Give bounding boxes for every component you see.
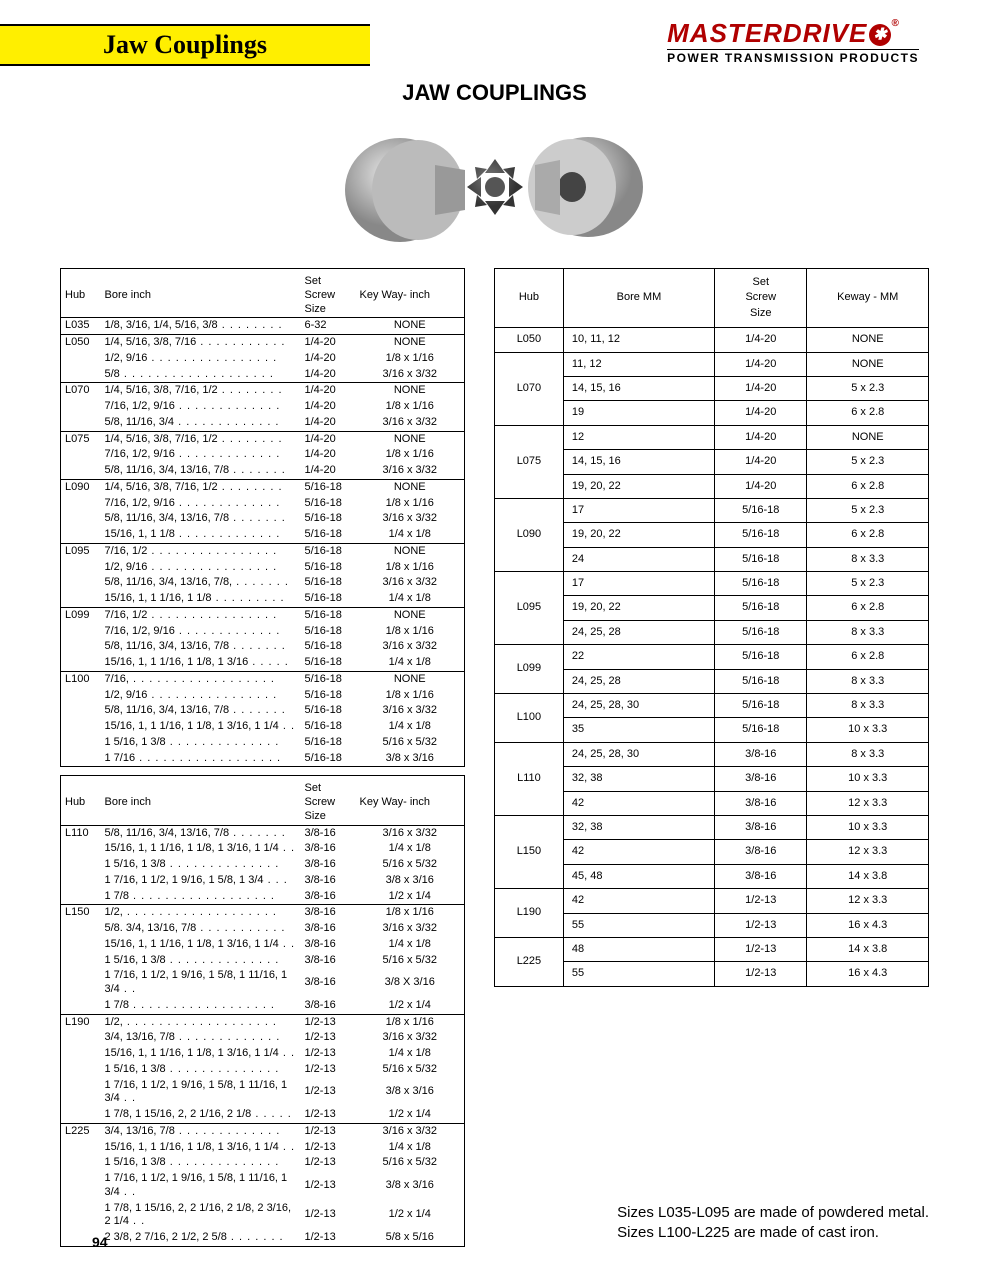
table-row: 7/16, 1/2, 9/16 . . . . . . . . . . . . …: [61, 624, 465, 640]
table-row: 5/8, 11/16, 3/4 . . . . . . . . . . . . …: [61, 415, 465, 431]
table-row: 1/2, 9/16 . . . . . . . . . . . . . . . …: [61, 560, 465, 576]
page-title: JAW COUPLINGS: [0, 80, 989, 106]
table-row: L2253/4, 13/16, 7/8 . . . . . . . . . . …: [61, 1123, 465, 1139]
table-row: L11024, 25, 28, 303/8-168 x 3.3: [495, 742, 929, 766]
table-row: 1 7/8, 1 15/16, 2, 2 1/16, 2 1/8 . . . .…: [61, 1107, 465, 1123]
table-row: 1 5/16, 1 3/8 . . . . . . . . . . . . . …: [61, 953, 465, 969]
table-row: L1007/16, . . . . . . . . . . . . . . . …: [61, 671, 465, 687]
table-row: L099225/16-186 x 2.8: [495, 645, 929, 669]
section-title: Jaw Couplings: [103, 30, 267, 60]
table-row: 15/16, 1, 1 1/16, 1 1/8, 1 3/16, 1 1/4 .…: [61, 1046, 465, 1062]
gear-icon: [869, 24, 891, 46]
table-row: 15/16, 1, 1 1/16, 1 1/8, 1 3/16, 1 1/4 .…: [61, 719, 465, 735]
table-row: L0901/4, 5/16, 3/8, 7/16, 1/2 . . . . . …: [61, 479, 465, 495]
table-row: L075121/4-20NONE: [495, 425, 929, 449]
table-row: L0957/16, 1/2 . . . . . . . . . . . . . …: [61, 543, 465, 559]
brand-logo: MASTERDRIVE®: [667, 18, 919, 49]
brand-block: MASTERDRIVE® POWER TRANSMISSION PRODUCTS: [667, 18, 919, 65]
table-row: 2 3/8, 2 7/16, 2 1/2, 2 5/8 . . . . . . …: [61, 1230, 465, 1246]
table-row: 5/8, 11/16, 3/4, 13/16, 7/8 . . . . . . …: [61, 463, 465, 479]
table-row: 7/16, 1/2, 9/16 . . . . . . . . . . . . …: [61, 496, 465, 512]
table-row: 1 5/16, 1 3/8 . . . . . . . . . . . . . …: [61, 857, 465, 873]
brand-tagline: POWER TRANSMISSION PRODUCTS: [667, 49, 919, 65]
table-row: L0351/8, 3/16, 1/4, 5/16, 3/8 . . . . . …: [61, 318, 465, 335]
table-row: 1 7/16 . . . . . . . . . . . . . . . . .…: [61, 751, 465, 767]
table-row: 7/16, 1/2, 9/16 . . . . . . . . . . . . …: [61, 399, 465, 415]
table-row: 1 5/16, 1 3/8 . . . . . . . . . . . . . …: [61, 1062, 465, 1078]
table-row: 1/2, 9/16 . . . . . . . . . . . . . . . …: [61, 688, 465, 704]
table-row: L1501/2, . . . . . . . . . . . . . . . .…: [61, 905, 465, 921]
table-row: 5/8, 11/16, 3/4, 13/16, 7/8 . . . . . . …: [61, 511, 465, 527]
table-row: L0751/4, 5/16, 3/8, 7/16, 1/2 . . . . . …: [61, 431, 465, 447]
table-row: 1 7/8 . . . . . . . . . . . . . . . . . …: [61, 998, 465, 1014]
table-row: L15032, 383/8-1610 x 3.3: [495, 815, 929, 839]
table-row: 15/16, 1, 1 1/16, 1 1/8, 1 3/16, 1 1/4 .…: [61, 841, 465, 857]
table-row: 15/16, 1, 1 1/16, 1 1/8 . . . . . . . . …: [61, 591, 465, 607]
table-row: 1 7/16, 1 1/2, 1 9/16, 1 5/8, 1 11/16, 1…: [61, 968, 465, 998]
table-row: L1105/8, 11/16, 3/4, 13/16, 7/8 . . . . …: [61, 825, 465, 841]
table-row: 1 7/16, 1 1/2, 1 9/16, 1 5/8, 1 11/16, 1…: [61, 1171, 465, 1201]
table-row: 5/8, 11/16, 3/4, 13/16, 7/8, . . . . . .…: [61, 575, 465, 591]
table-row: 5/8. 3/4, 13/16, 7/8 . . . . . . . . . .…: [61, 921, 465, 937]
table-row: L10024, 25, 28, 305/16-188 x 3.3: [495, 694, 929, 718]
table-row: 1/2, 9/16 . . . . . . . . . . . . . . . …: [61, 351, 465, 367]
table-row: L095175/16-185 x 2.3: [495, 572, 929, 596]
table-row: 15/16, 1, 1 1/8 . . . . . . . . . . . . …: [61, 527, 465, 543]
page-number: 94: [92, 1234, 108, 1250]
section-header: Jaw Couplings: [0, 24, 370, 66]
table-row: L225481/2-1314 x 3.8: [495, 937, 929, 961]
table-row: 1 7/8 . . . . . . . . . . . . . . . . . …: [61, 889, 465, 905]
table-row: 15/16, 1, 1 1/16, 1 1/8, 1 3/16 . . . . …: [61, 655, 465, 671]
table-row: 1 7/16, 1 1/2, 1 9/16, 1 5/8, 1 11/16, 1…: [61, 1078, 465, 1108]
table-row: 1 5/16, 1 3/8 . . . . . . . . . . . . . …: [61, 1155, 465, 1171]
table-row: L1901/2, . . . . . . . . . . . . . . . .…: [61, 1014, 465, 1030]
table-row: L0997/16, 1/2 . . . . . . . . . . . . . …: [61, 607, 465, 623]
inch-table-1: Hub Bore inch SetScrewSize Key Way- inch…: [60, 268, 465, 767]
table-row: L0701/4, 5/16, 3/8, 7/16, 1/2 . . . . . …: [61, 383, 465, 399]
table-row: 5/8, 11/16, 3/4, 13/16, 7/8 . . . . . . …: [61, 703, 465, 719]
table-row: 5/8 . . . . . . . . . . . . . . . . . . …: [61, 367, 465, 383]
table-row: L07011, 121/4-20NONE: [495, 352, 929, 376]
product-image: [340, 115, 650, 255]
table-row: 5/8, 11/16, 3/4, 13/16, 7/8 . . . . . . …: [61, 639, 465, 655]
table-row: 1 7/16, 1 1/2, 1 9/16, 1 5/8, 1 3/4 . . …: [61, 873, 465, 889]
footnote: Sizes L035-L095 are made of powdered met…: [617, 1203, 929, 1242]
table-row: 1 7/8, 1 15/16, 2, 2 1/16, 2 1/8, 2 3/16…: [61, 1201, 465, 1231]
mm-table: Hub Bore MM SetScrewSize Keway - MM L050…: [494, 268, 929, 987]
table-row: L190421/2-1312 x 3.3: [495, 889, 929, 913]
table-row: 1 5/16, 1 3/8 . . . . . . . . . . . . . …: [61, 735, 465, 751]
table-row: L090175/16-185 x 2.3: [495, 498, 929, 522]
inch-table-2: Hub Bore inch SetScrewSize Key Way- inch…: [60, 775, 465, 1247]
table-row: L0501/4, 5/16, 3/8, 7/16 . . . . . . . .…: [61, 335, 465, 351]
table-row: 7/16, 1/2, 9/16 . . . . . . . . . . . . …: [61, 447, 465, 463]
table-row: 15/16, 1, 1 1/16, 1 1/8, 1 3/16, 1 1/4 .…: [61, 937, 465, 953]
table-row: 15/16, 1, 1 1/16, 1 1/8, 1 3/16, 1 1/4 .…: [61, 1140, 465, 1156]
table-row: L05010, 11, 121/4-20NONE: [495, 328, 929, 352]
table-row: 3/4, 13/16, 7/8 . . . . . . . . . . . . …: [61, 1030, 465, 1046]
